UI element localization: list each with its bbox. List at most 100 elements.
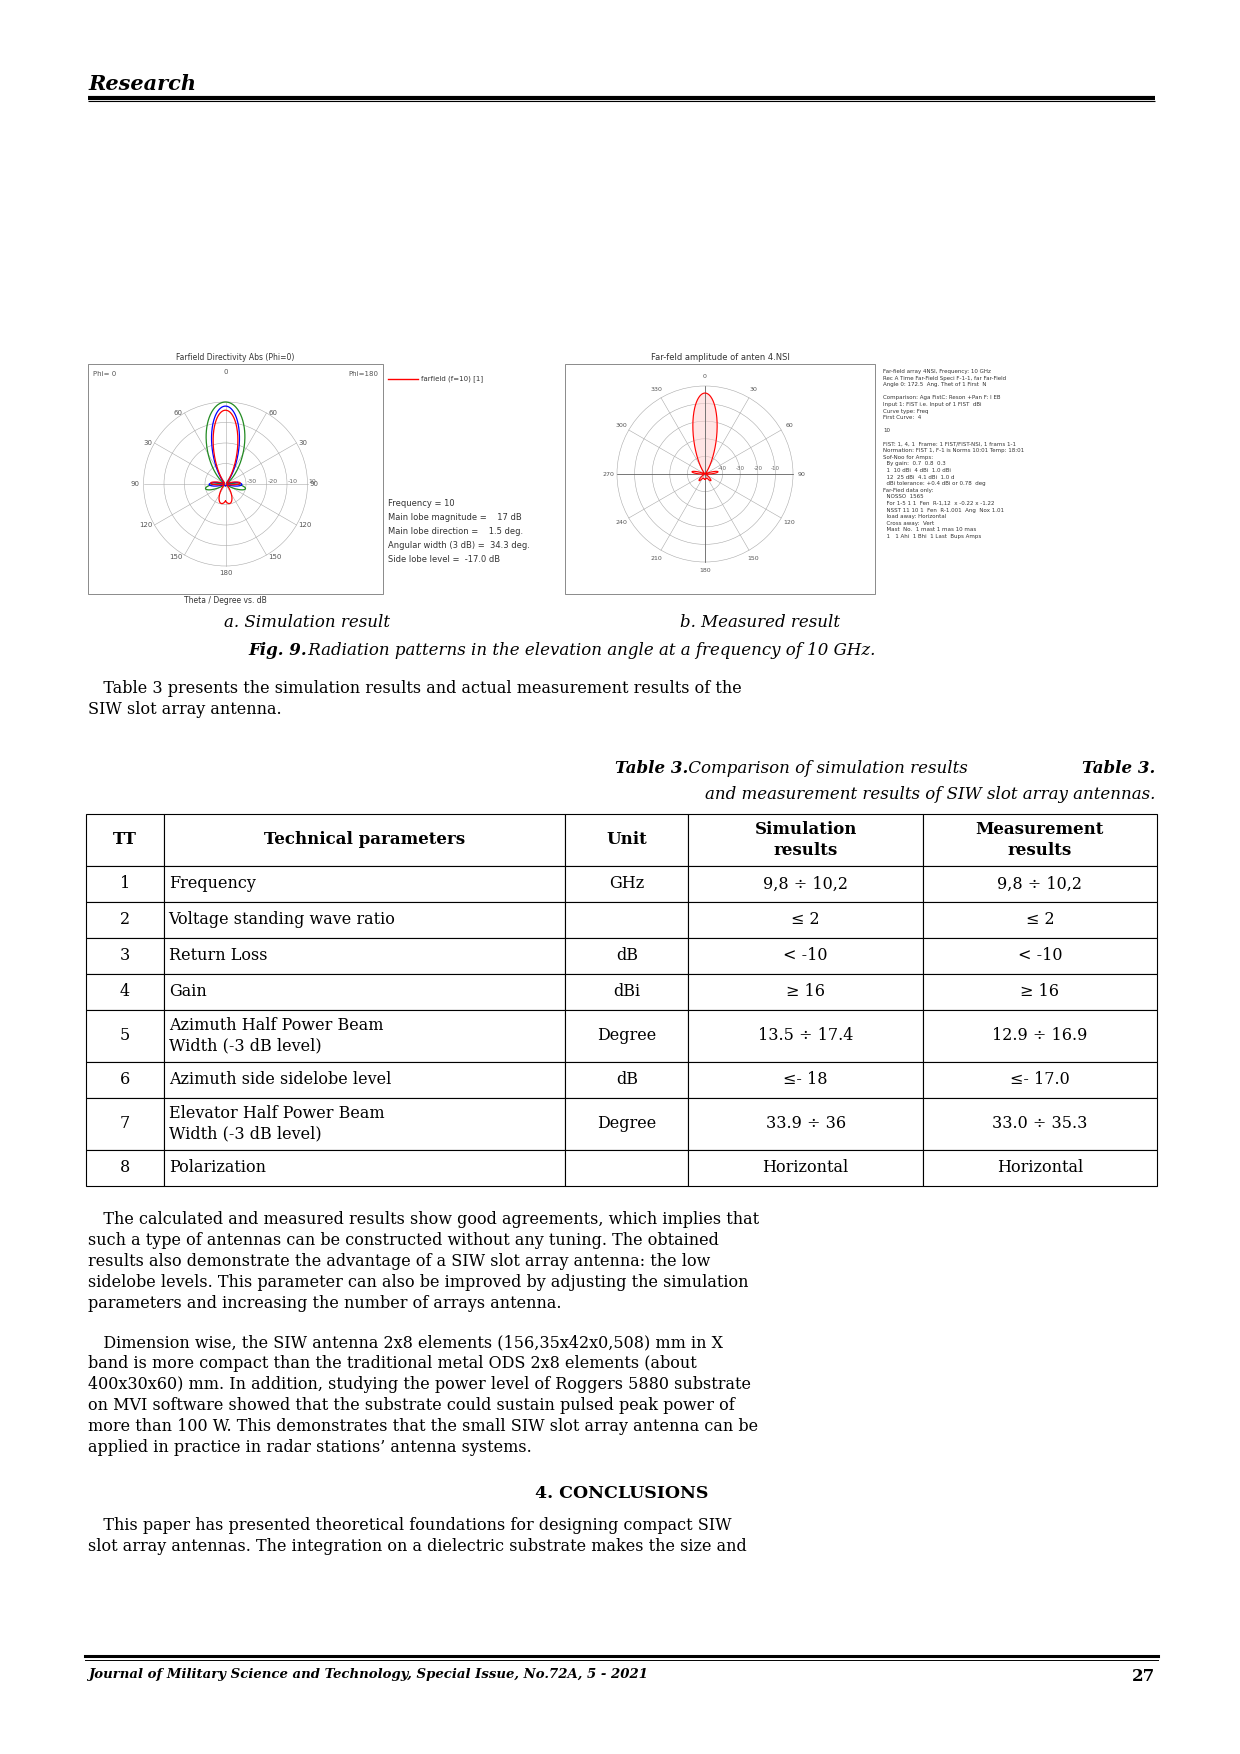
Text: 4. CONCLUSIONS: 4. CONCLUSIONS <box>534 1486 708 1501</box>
Text: 90: 90 <box>310 481 319 488</box>
Text: 0: 0 <box>223 368 228 375</box>
Text: Table 3.: Table 3. <box>615 759 688 777</box>
Text: 8: 8 <box>120 1159 130 1177</box>
Bar <box>923 1010 1157 1061</box>
Bar <box>923 938 1157 973</box>
Text: farfield (f=10) [1]: farfield (f=10) [1] <box>422 375 484 382</box>
Text: Table 3 presents the simulation results and actual measurement results of the: Table 3 presents the simulation results … <box>88 681 742 696</box>
Text: Elevator Half Power Beam
Width (-3 dB level): Elevator Half Power Beam Width (-3 dB le… <box>169 1105 384 1142</box>
Bar <box>86 814 164 866</box>
Text: more than 100 W. This demonstrates that the small SIW slot array antenna can be: more than 100 W. This demonstrates that … <box>88 1417 758 1435</box>
Text: ≤- 17.0: ≤- 17.0 <box>1011 1072 1070 1089</box>
Bar <box>164 973 565 1010</box>
Text: slot array antennas. The integration on a dielectric substrate makes the size an: slot array antennas. The integration on … <box>88 1538 746 1556</box>
Text: 27: 27 <box>1132 1668 1154 1686</box>
Bar <box>688 1098 923 1151</box>
Text: Fig. 9.: Fig. 9. <box>248 642 306 660</box>
Bar <box>565 902 688 938</box>
Text: b. Measured result: b. Measured result <box>680 614 839 631</box>
Text: 0: 0 <box>703 375 707 379</box>
Text: SIW slot array antenna.: SIW slot array antenna. <box>88 702 281 717</box>
Text: 1: 1 <box>120 875 130 893</box>
Text: 12.9 ÷ 16.9: 12.9 ÷ 16.9 <box>992 1028 1087 1044</box>
Bar <box>565 1061 688 1098</box>
Text: -30: -30 <box>735 467 745 472</box>
Text: 10: 10 <box>309 479 316 484</box>
Text: 300: 300 <box>615 423 627 428</box>
Text: Table 3.: Table 3. <box>1081 759 1154 777</box>
Text: Technical parameters: Technical parameters <box>264 831 465 849</box>
Text: parameters and increasing the number of arrays antenna.: parameters and increasing the number of … <box>88 1294 562 1312</box>
Bar <box>565 866 688 902</box>
Text: 150: 150 <box>748 556 759 561</box>
Bar <box>86 973 164 1010</box>
Text: Phi= 0: Phi= 0 <box>93 372 117 377</box>
Text: 120: 120 <box>784 519 795 524</box>
Text: 6: 6 <box>120 1072 130 1089</box>
Bar <box>565 1098 688 1151</box>
Text: ≥ 16: ≥ 16 <box>786 984 825 1000</box>
Text: 240: 240 <box>615 519 627 524</box>
Text: Frequency = 10
Main lobe magnitude =    17 dB
Main lobe direction =    1.5 deg.
: Frequency = 10 Main lobe magnitude = 17 … <box>388 498 529 563</box>
Text: Theta / Degree vs. dB: Theta / Degree vs. dB <box>184 596 267 605</box>
Text: 4: 4 <box>120 984 130 1000</box>
Text: ≤ 2: ≤ 2 <box>791 912 820 928</box>
Text: 90: 90 <box>799 472 806 477</box>
Text: 7: 7 <box>120 1116 130 1133</box>
Text: Azimuth side sidelobe level: Azimuth side sidelobe level <box>169 1072 391 1089</box>
Text: -20: -20 <box>268 479 278 484</box>
Text: Polarization: Polarization <box>169 1159 265 1177</box>
Text: 150: 150 <box>169 554 182 560</box>
Text: GHz: GHz <box>609 875 645 893</box>
Text: 5: 5 <box>120 1028 130 1044</box>
Bar <box>86 1010 164 1061</box>
Bar <box>164 814 565 866</box>
Bar <box>86 1061 164 1098</box>
Text: 180: 180 <box>218 570 232 575</box>
Text: Comparison of simulation results: Comparison of simulation results <box>683 759 967 777</box>
Text: a. Simulation result: a. Simulation result <box>223 614 389 631</box>
Text: Voltage standing wave ratio: Voltage standing wave ratio <box>169 912 396 928</box>
Text: dBi: dBi <box>614 984 640 1000</box>
Bar <box>164 866 565 902</box>
Text: -20: -20 <box>753 467 763 472</box>
Text: 210: 210 <box>651 556 662 561</box>
Text: -40: -40 <box>718 467 727 472</box>
Bar <box>164 902 565 938</box>
Text: 120: 120 <box>139 523 153 528</box>
Bar <box>164 938 565 973</box>
Bar <box>565 973 688 1010</box>
Text: 120: 120 <box>299 523 312 528</box>
Text: -10: -10 <box>288 479 298 484</box>
Text: 3: 3 <box>120 947 130 965</box>
Text: This paper has presented theoretical foundations for designing compact SIW: This paper has presented theoretical fou… <box>88 1517 732 1535</box>
Text: 9,8 ÷ 10,2: 9,8 ÷ 10,2 <box>763 875 848 893</box>
Bar <box>923 866 1157 902</box>
Bar <box>565 1010 688 1061</box>
Text: 60: 60 <box>174 410 182 416</box>
Text: 30: 30 <box>144 440 153 446</box>
Bar <box>86 938 164 973</box>
Text: < -10: < -10 <box>1018 947 1063 965</box>
Bar <box>923 1151 1157 1186</box>
Text: The calculated and measured results show good agreements, which implies that: The calculated and measured results show… <box>88 1210 759 1228</box>
Text: Azimuth Half Power Beam
Width (-3 dB level): Azimuth Half Power Beam Width (-3 dB lev… <box>169 1017 383 1054</box>
Bar <box>688 866 923 902</box>
Bar <box>688 973 923 1010</box>
Text: 150: 150 <box>269 554 281 560</box>
Text: 330: 330 <box>651 388 662 393</box>
Bar <box>86 1098 164 1151</box>
Bar <box>923 1098 1157 1151</box>
Text: Research: Research <box>88 74 196 95</box>
Text: results also demonstrate the advantage of a SIW slot array antenna: the low: results also demonstrate the advantage o… <box>88 1252 711 1270</box>
Bar <box>565 938 688 973</box>
Text: Radiation patterns in the elevation angle at a frequency of 10 GHz.: Radiation patterns in the elevation angl… <box>303 642 875 660</box>
Bar <box>923 902 1157 938</box>
Text: dB: dB <box>616 947 637 965</box>
Text: and measurement results of SIW slot array antennas.: and measurement results of SIW slot arra… <box>704 786 1154 803</box>
Text: Degree: Degree <box>598 1028 656 1044</box>
Bar <box>688 1061 923 1098</box>
Text: Horizontal: Horizontal <box>997 1159 1083 1177</box>
Text: 2: 2 <box>120 912 130 928</box>
Text: 30: 30 <box>749 388 758 393</box>
